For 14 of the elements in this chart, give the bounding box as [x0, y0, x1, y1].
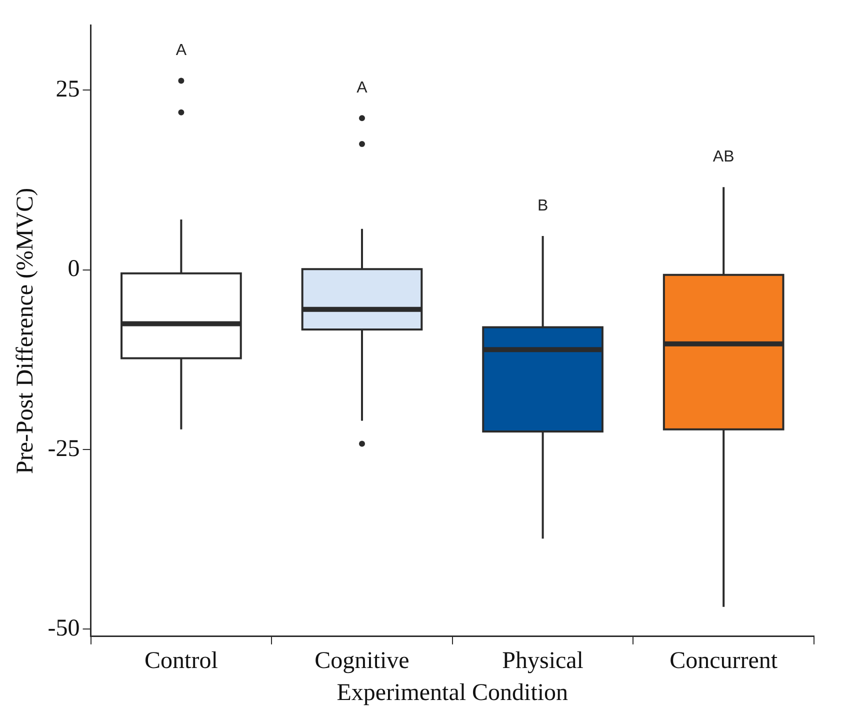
x-tick-label: Concurrent: [670, 648, 778, 674]
y-axis-title: Pre-Post Difference (%MVC): [12, 188, 39, 474]
x-tick-label: Control: [144, 648, 218, 674]
annotation: A: [356, 80, 368, 97]
y-tick-label: -50: [48, 616, 80, 642]
x-tick-label: Physical: [502, 648, 584, 674]
annotation: AB: [712, 148, 734, 166]
annotation: A: [176, 42, 187, 60]
y-tick-label: 25: [56, 76, 80, 102]
x-axis-title: Experimental Condition: [336, 680, 568, 706]
annotation: B: [537, 197, 548, 214]
y-tick-label: 0: [68, 256, 80, 282]
y-tick-label: -25: [48, 436, 80, 462]
x-tick-label: Cognitive: [314, 648, 410, 674]
